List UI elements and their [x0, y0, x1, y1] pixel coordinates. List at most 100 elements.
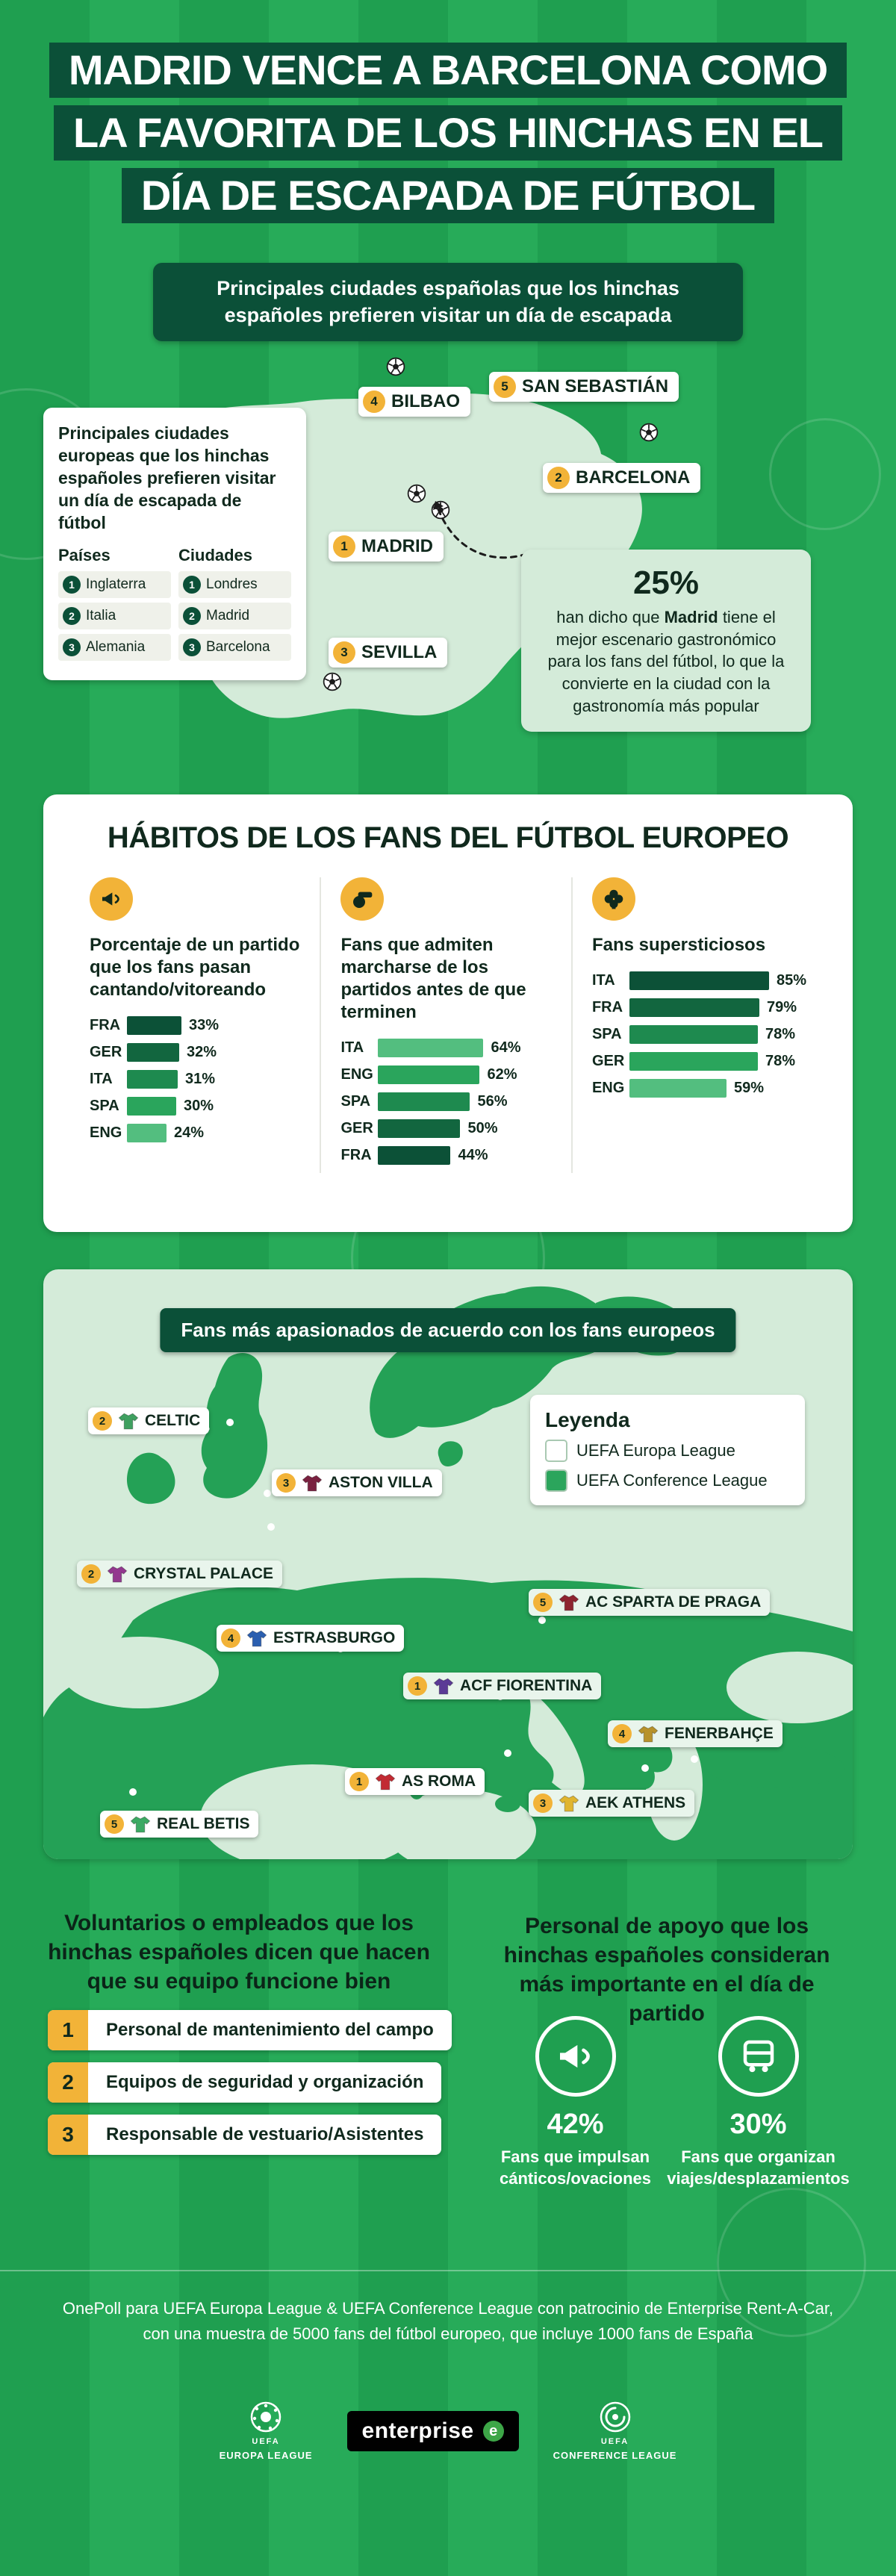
enterprise-logo: enterprise e: [346, 2411, 519, 2452]
team-name: AC SPARTA DE PRAGA: [585, 1593, 762, 1611]
bar-label: FRA: [591, 999, 623, 1015]
bar: [629, 971, 769, 990]
legend-swatch-europa: [545, 1440, 567, 1462]
bar-value: 78%: [765, 1026, 795, 1042]
rank-badge: 1: [349, 1772, 369, 1791]
conference-league-label: CONFERENCE LEAGUE: [553, 2450, 677, 2461]
stat-caption: Fans que organizan viajes/desplazamiento…: [667, 2147, 850, 2188]
clover-icon: [591, 877, 635, 921]
team-name: AS ROMA: [402, 1773, 476, 1790]
rank-badge: 4: [363, 391, 385, 413]
chart-title: Porcentaje de un partido que los fans pa…: [90, 935, 300, 1000]
bar-label: SPA: [340, 1093, 371, 1110]
cities-column: Ciudades 1 Londres 2 Madrid 3 Barcelona: [178, 546, 291, 665]
bar-value: 64%: [491, 1039, 521, 1056]
jersey-icon: [130, 1815, 151, 1832]
whistle-icon: [340, 877, 385, 921]
megaphone-icon: [90, 877, 133, 921]
bus-icon: [718, 2016, 799, 2097]
bar-value: 79%: [766, 999, 797, 1015]
chart-column-superstitious: Fans supersticiosos ITA 85% FRA 79% SPA 78%…: [570, 877, 826, 1173]
bar-value: 31%: [185, 1071, 216, 1087]
fact-text-bold: Madrid: [664, 608, 718, 626]
country-name: Alemania: [86, 639, 146, 656]
bar: [127, 1124, 167, 1142]
city-label-san-sebastian: 5 SAN SEBASTIÁN: [489, 372, 679, 402]
fact-stat: 25%: [632, 564, 700, 601]
team-name: REAL BETIS: [157, 1815, 250, 1832]
legend-entry: UEFA Europa League: [545, 1440, 790, 1462]
rank-badge: 5: [105, 1814, 124, 1834]
stat-value: 30%: [729, 2109, 787, 2140]
rank-badge: 3: [183, 638, 201, 657]
title-line: MADRID VENCE A BARCELONA COMO: [49, 43, 847, 98]
uefa-label: UEFA: [600, 2437, 629, 2446]
list-item: 1 Inglaterra: [58, 571, 171, 599]
volunteer-label: Equipos de seguridad y organización: [106, 2072, 424, 2092]
city-label-barcelona: 2 BARCELONA: [543, 463, 701, 493]
city-name: SEVILLA: [361, 642, 438, 662]
volunteer-label: Personal de mantenimiento del campo: [106, 2020, 434, 2040]
uefa-conference-league-logo: UEFA CONFERENCE LEAGUE: [553, 2401, 677, 2463]
chart-row: SPA 78%: [592, 1025, 806, 1044]
volunteers-heading: Voluntarios o empleados que los hinchas …: [48, 1911, 430, 1994]
title-line: DÍA DE ESCAPADA DE FÚTBOL: [121, 168, 775, 223]
stat-caption: Fans que impulsan cánticos/ovaciones: [500, 2147, 651, 2188]
football-icon: [639, 423, 659, 442]
city-label-bilbao: 4 BILBAO: [358, 387, 470, 417]
chart-row: GER 78%: [592, 1052, 806, 1071]
cities-header: Ciudades: [178, 546, 253, 565]
list-item: 2 Madrid: [178, 603, 291, 630]
bar-value: 32%: [187, 1044, 217, 1060]
support-heading: Personal de apoyo que los hinchas españo…: [503, 1914, 830, 2026]
rank-badge: 2: [93, 1411, 112, 1431]
spain-cities-banner: Principales ciudades españolas que los h…: [153, 263, 743, 341]
team-label-real-betis: 5 REAL BETIS: [100, 1811, 259, 1838]
bar: [378, 1092, 470, 1111]
bar-value: 56%: [477, 1093, 508, 1110]
bar: [378, 1039, 484, 1057]
chart-row: SPA 30%: [90, 1097, 300, 1116]
rank-badge: 2: [63, 607, 81, 626]
chart-row: ENG 59%: [592, 1079, 806, 1098]
team-label-aston-villa: 3 ASTON VILLA: [272, 1469, 442, 1496]
chart-row: GER 50%: [340, 1119, 551, 1138]
team-label-celtic: 2 CELTIC: [88, 1407, 210, 1434]
habits-card: HÁBITOS DE LOS FANS DEL FÚTBOL EUROPEO P…: [43, 794, 853, 1232]
jersey-icon: [375, 1773, 396, 1790]
legend-swatch-conference: [545, 1469, 567, 1492]
rank-badge: 2: [183, 607, 201, 626]
euro-city-name: Londres: [206, 576, 258, 593]
jersey-icon: [638, 1725, 659, 1742]
enterprise-e-icon: e: [482, 2421, 504, 2442]
uefa-label: UEFA: [252, 2437, 280, 2446]
jersey-icon: [559, 1593, 579, 1611]
europa-league-emblem-icon: [250, 2401, 281, 2433]
jersey-icon: [107, 1565, 128, 1582]
rank-badge: 4: [221, 1628, 240, 1648]
city-label-madrid: 1 MADRID: [329, 532, 444, 561]
european-ranking-box: Principales ciudades europeas que los hi…: [43, 408, 306, 681]
footer-text: OnePoll para UEFA Europa League & UEFA C…: [0, 2296, 896, 2347]
european-ranking-title: Principales ciudades europeas que los hi…: [58, 423, 276, 532]
team-name: ESTRASBURGO: [273, 1629, 396, 1646]
legend-box: Leyenda UEFA Europa League UEFA Conferen…: [530, 1395, 805, 1505]
bar-value: 24%: [174, 1124, 205, 1141]
chart-row: FRA 79%: [592, 998, 806, 1017]
country-name: Italia: [86, 608, 116, 624]
city-name: BARCELONA: [576, 467, 691, 488]
team-name: ASTON VILLA: [329, 1474, 433, 1491]
chart-row: GER 32%: [90, 1043, 300, 1062]
rank-badge: 3: [333, 641, 355, 664]
pitch-marking: [717, 2188, 866, 2337]
bar: [127, 1043, 179, 1062]
rank-badge: 1: [333, 535, 355, 558]
stat-value: 42%: [547, 2109, 604, 2140]
bar-value: 59%: [733, 1080, 764, 1096]
rank-badge: 3: [533, 1793, 553, 1813]
rank-badge: 1: [183, 576, 201, 594]
bar: [629, 1052, 758, 1071]
uefa-europa-league-logo: UEFA EUROPA LEAGUE: [220, 2401, 313, 2463]
team-label-aek-athens: 3 AEK ATHENS: [529, 1790, 695, 1817]
legend-label: UEFA Conference League: [576, 1471, 768, 1490]
